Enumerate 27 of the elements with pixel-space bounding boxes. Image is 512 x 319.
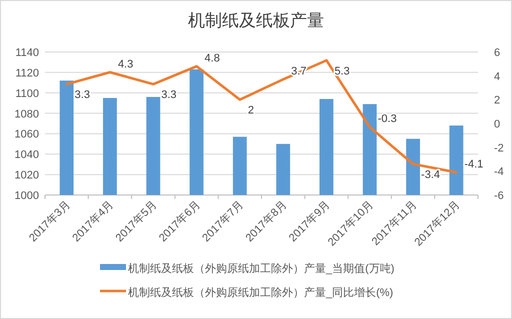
y2-tick-label: -2	[494, 142, 504, 154]
y-tick-label: 1100	[15, 88, 39, 100]
data-label: 4.8	[204, 52, 220, 64]
data-label: 5.3	[334, 65, 350, 78]
data-label: -0.3	[378, 113, 397, 126]
y-tick-label: 1120	[15, 67, 39, 80]
y2-tick-label: 2	[494, 94, 500, 107]
y-tick-label: 1000	[14, 190, 39, 202]
legend-label: 机制纸及纸板（外购原纸加工除外）产量_当期值(万吨)	[128, 262, 394, 275]
data-label: 4.3	[118, 58, 134, 70]
y-tick-label: 1140	[15, 47, 39, 59]
y-tick-label: 1060	[14, 128, 39, 141]
legend-label: 机制纸及纸板（外购原纸加工除外）产量_同比增长(%)	[128, 286, 394, 299]
y2-tick-label: 0	[494, 118, 500, 130]
y2-tick-label: 6	[494, 47, 500, 59]
y2-tick-label: -4	[494, 166, 504, 178]
y-tick-label: 1020	[14, 170, 39, 182]
y-tick-label: 1040	[14, 149, 39, 162]
data-label: 2	[248, 104, 254, 117]
y-tick-label: 1080	[14, 108, 39, 120]
data-label: -3.4	[421, 169, 440, 182]
chart-title: 机制纸及纸板产量	[188, 11, 324, 30]
y2-tick-label: 4	[494, 70, 500, 83]
data-label: -4.1	[464, 158, 484, 170]
data-label: 3.3	[161, 89, 177, 102]
y2-tick-label: -6	[494, 190, 504, 202]
data-label: 3.3	[74, 89, 90, 102]
